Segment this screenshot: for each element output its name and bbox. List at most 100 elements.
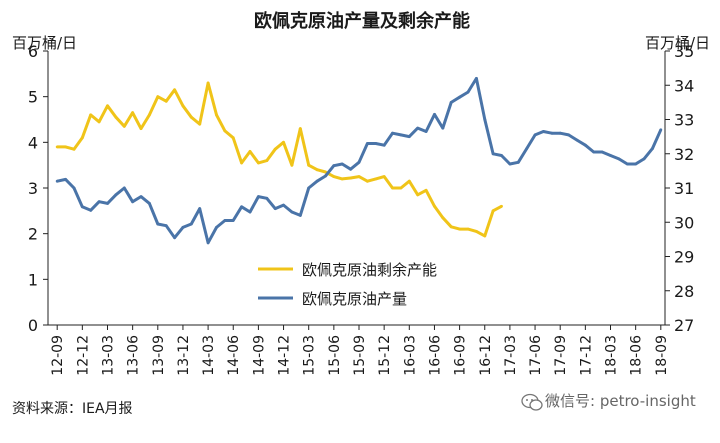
spare-capacity-point	[148, 113, 151, 117]
spare-capacity-point	[466, 227, 470, 231]
spare-capacity-point	[206, 81, 210, 85]
legend-label-spare-capacity: 欧佩克原油剩余产能	[302, 261, 437, 279]
spare-capacity-point	[240, 161, 244, 165]
production-point	[567, 133, 570, 137]
spare-capacity-point	[349, 176, 352, 180]
production-point	[491, 152, 495, 156]
spare-capacity-point	[248, 150, 252, 153]
spare-capacity-point	[257, 161, 260, 165]
production-point	[173, 236, 177, 240]
production-point	[382, 143, 386, 147]
production-point	[139, 195, 143, 199]
x-tick-label: 17-03	[503, 335, 519, 376]
x-tick-label: 13-03	[100, 335, 116, 376]
production-point	[525, 147, 529, 151]
right-axis-unit: 百万桶/日	[645, 34, 710, 52]
production-point	[475, 77, 478, 80]
production-point	[298, 214, 302, 217]
x-tick-label: 18-03	[604, 335, 620, 376]
source-note: 资料来源：IEA月报	[12, 401, 133, 417]
production-point	[634, 162, 638, 166]
production-point	[315, 179, 319, 183]
watermark: 微信号: petro-insight	[521, 392, 696, 411]
production-point	[609, 154, 612, 157]
spare-capacity-point	[332, 175, 336, 179]
spare-capacity-point	[181, 104, 185, 108]
production-point	[466, 90, 470, 94]
spare-capacity-point	[340, 177, 344, 181]
left-tick-label: 4	[28, 133, 38, 152]
production-point	[164, 224, 168, 228]
right-tick-label: 30	[674, 213, 694, 232]
spare-capacity-point	[231, 136, 235, 140]
x-tick-label: 13-09	[151, 335, 167, 376]
spare-capacity-point	[399, 186, 403, 190]
left-tick-label: 1	[28, 270, 38, 289]
left-tick-label: 3	[28, 179, 38, 198]
spare-capacity-point	[407, 179, 411, 183]
spare-capacity-point	[483, 234, 487, 238]
production-point	[584, 143, 587, 147]
production-point	[575, 138, 579, 142]
production-point	[407, 135, 411, 139]
production-point	[231, 219, 235, 222]
production-point	[97, 200, 101, 204]
production-point	[282, 203, 285, 207]
spare-capacity-point	[223, 129, 227, 133]
production-point	[625, 162, 629, 166]
spare-capacity-point	[315, 168, 319, 172]
x-tick-label: 17-06	[528, 335, 544, 376]
production-point	[89, 208, 93, 212]
spare-capacity-point	[173, 88, 177, 92]
x-tick-label: 14-06	[226, 335, 242, 376]
x-tick-label: 17-09	[553, 335, 569, 376]
production-point	[64, 178, 67, 181]
production-point	[600, 150, 604, 154]
production-point	[349, 167, 352, 171]
spare-capacity-point	[374, 177, 378, 181]
production-point	[240, 205, 244, 209]
production-point	[273, 207, 277, 211]
production-point	[198, 207, 202, 211]
production-point	[248, 210, 252, 214]
production-point	[516, 160, 520, 164]
spare-capacity-point	[97, 120, 101, 124]
x-tick-label: 12-12	[75, 335, 91, 376]
production-point	[500, 154, 503, 157]
production-point	[550, 131, 554, 135]
spare-capacity-point	[106, 104, 109, 108]
spare-capacity-point	[298, 127, 302, 130]
production-point	[324, 174, 327, 178]
production-point	[257, 195, 260, 199]
production-point	[307, 186, 311, 190]
right-tick-label: 35	[674, 42, 694, 61]
right-y-ticks: 27 28 29 30 31 32 33 34 35	[665, 42, 694, 335]
x-tick-label: 16-09	[453, 335, 469, 376]
x-tick-label: 12-09	[50, 335, 66, 376]
production-point	[131, 200, 135, 204]
spare-capacity-point	[273, 147, 277, 151]
spare-capacity-point	[441, 216, 445, 220]
spare-capacity-point	[55, 145, 59, 149]
production-point	[592, 150, 596, 154]
production-point	[156, 222, 160, 226]
spare-capacity-point	[500, 204, 503, 208]
x-tick-label: 15-03	[302, 335, 318, 376]
spare-capacity-point	[307, 163, 311, 167]
spare-capacity-point	[139, 127, 143, 130]
x-ticks: 12-09 12-12 13-03 13-06 13-09 13-12 14-03 14-06…	[50, 325, 670, 376]
spare-capacity-point	[156, 95, 160, 99]
production-point	[340, 162, 344, 166]
spare-capacity-point	[357, 175, 361, 179]
x-tick-label: 17-12	[578, 335, 594, 376]
spare-capacity-point	[391, 186, 394, 190]
spare-capacity-point	[366, 179, 369, 183]
spare-capacity-point	[80, 136, 84, 140]
production-point	[374, 142, 378, 145]
production-point	[399, 133, 403, 137]
x-tick-label: 13-06	[126, 335, 142, 376]
production-point	[366, 142, 369, 145]
left-tick-label: 6	[28, 42, 38, 61]
spare-capacity-point	[131, 111, 135, 115]
